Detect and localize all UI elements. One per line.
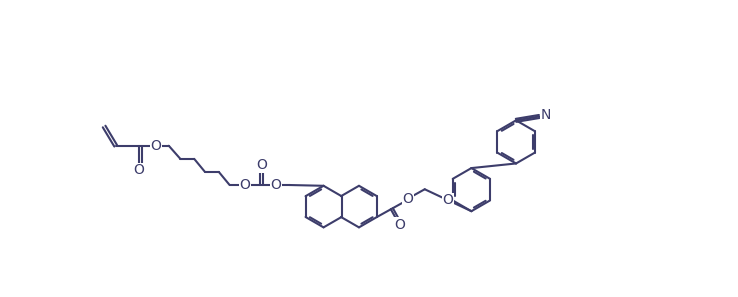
Text: O: O (270, 178, 281, 192)
Text: O: O (151, 139, 161, 153)
Text: O: O (134, 163, 144, 177)
Text: O: O (443, 193, 453, 207)
Text: O: O (402, 192, 413, 206)
Text: O: O (394, 218, 405, 232)
Text: O: O (240, 178, 250, 192)
Text: N: N (541, 108, 551, 122)
Text: O: O (257, 158, 267, 172)
